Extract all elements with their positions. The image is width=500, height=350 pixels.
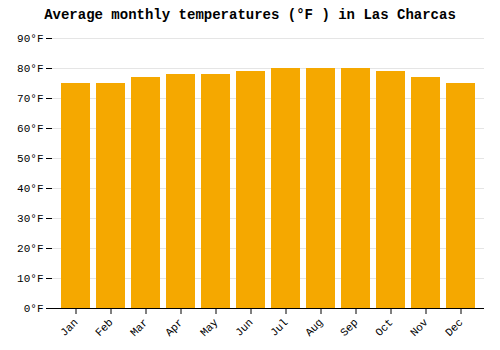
svg-text:Apr: Apr: [163, 316, 185, 338]
svg-text:70°F: 70°F: [17, 93, 43, 105]
svg-text:50°F: 50°F: [17, 153, 43, 165]
svg-text:Mar: Mar: [128, 316, 150, 338]
svg-text:30°F: 30°F: [17, 213, 43, 225]
svg-text:Aug: Aug: [303, 316, 325, 338]
svg-text:Feb: Feb: [93, 316, 115, 338]
svg-text:10°F: 10°F: [17, 273, 43, 285]
svg-text:Oct: Oct: [373, 316, 395, 338]
svg-text:Nov: Nov: [408, 316, 431, 339]
svg-text:80°F: 80°F: [17, 63, 43, 75]
html-text:Average monthly temperatures (: Average monthly temperatures (°F ) in La…: [44, 7, 456, 23]
svg-text:Sep: Sep: [338, 316, 360, 338]
svg-text:May: May: [198, 316, 221, 339]
svg-text:Jun: Jun: [233, 316, 255, 338]
svg-text:20°F: 20°F: [17, 243, 43, 255]
svg-text:Dec: Dec: [443, 316, 465, 338]
svg-text:0°F: 0°F: [24, 303, 44, 315]
svg-text:90°F: 90°F: [17, 33, 43, 45]
svg-text:60°F: 60°F: [17, 123, 43, 135]
svg-text:Jan: Jan: [58, 316, 80, 338]
svg-text:Jul: Jul: [268, 316, 290, 338]
svg-text:40°F: 40°F: [17, 183, 43, 195]
